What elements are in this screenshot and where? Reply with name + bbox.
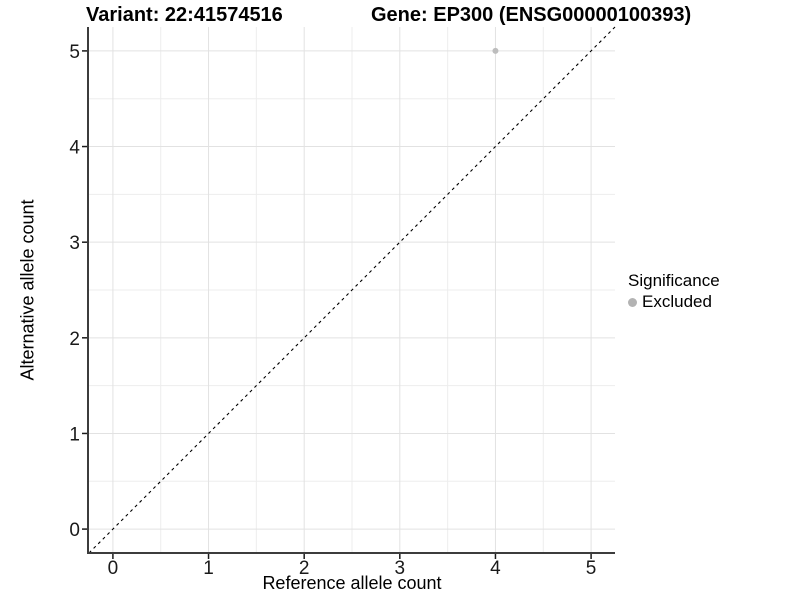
legend-key-dot-icon — [628, 297, 637, 307]
y-tick-label: 5 — [69, 42, 80, 63]
legend-item-label: Excluded — [642, 292, 712, 312]
x-tick-label: 4 — [490, 558, 501, 579]
y-axis-title: Alternative allele count — [17, 199, 38, 381]
y-tick-label: 0 — [69, 520, 80, 541]
y-tick-label: 4 — [69, 138, 80, 159]
x-tick-label: 3 — [395, 558, 406, 579]
plot-title-gene: Gene: EP300 (ENSG00000100393) — [371, 4, 692, 26]
x-tick-label: 5 — [586, 558, 597, 579]
x-axis-title: Reference allele count — [262, 573, 442, 593]
x-tick-label: 1 — [203, 558, 214, 579]
legend-item-excluded: Excluded — [628, 292, 720, 312]
data-point — [492, 47, 499, 54]
legend-title: Significance — [628, 271, 720, 290]
x-tick-label: 0 — [108, 558, 119, 579]
identity-line — [88, 26, 616, 554]
y-tick-label: 1 — [69, 424, 80, 445]
plot-title-variant: Variant: 22:41574516 — [86, 4, 283, 26]
legend: Significance Excluded — [628, 271, 720, 312]
y-tick-label: 3 — [69, 233, 80, 254]
x-tick-label: 2 — [299, 558, 310, 579]
y-tick-label: 2 — [69, 329, 80, 350]
